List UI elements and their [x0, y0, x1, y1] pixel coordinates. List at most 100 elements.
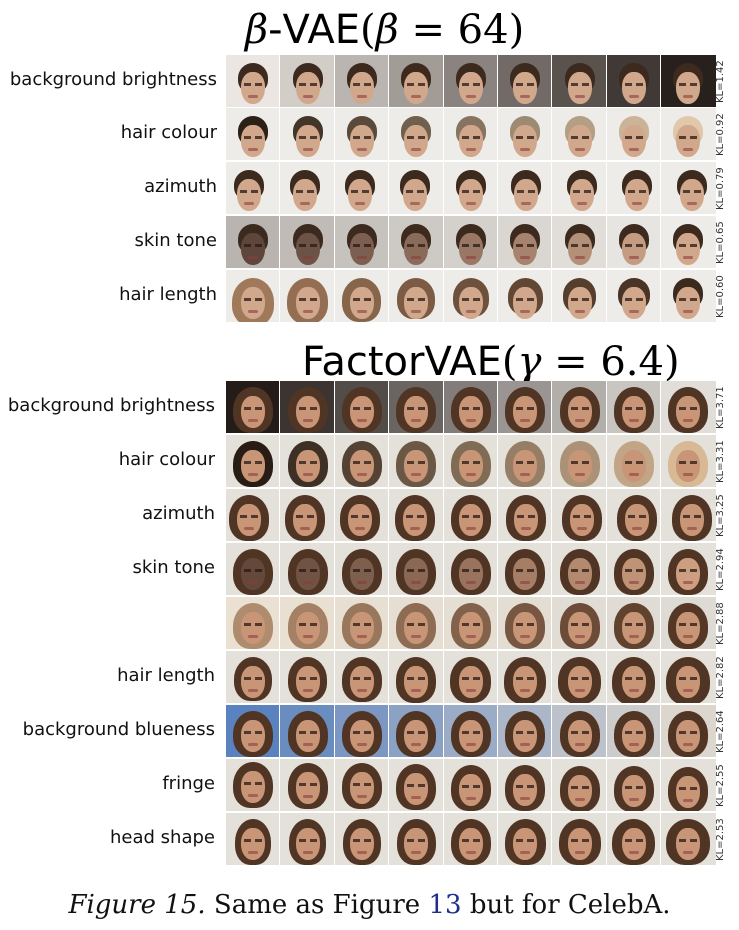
face-image: [606, 435, 662, 487]
face-shape: [241, 558, 266, 590]
mouth: [683, 310, 694, 313]
mouth: [248, 473, 259, 476]
eyes: [572, 190, 591, 193]
eyes: [298, 461, 317, 464]
face-image: [443, 543, 498, 595]
mouth: [631, 527, 642, 530]
face-shape: [241, 396, 266, 428]
face-image: [552, 435, 607, 487]
eyes: [679, 136, 698, 139]
face-image: [280, 435, 335, 487]
eyes: [570, 83, 589, 86]
mouth: [574, 743, 585, 746]
mouth: [465, 419, 476, 422]
mouth: [465, 473, 476, 476]
eyes: [516, 461, 535, 464]
image-strip: [226, 270, 716, 322]
mouth: [356, 95, 367, 98]
mouth: [302, 795, 313, 798]
face-shape: [295, 558, 320, 590]
face-shape: [404, 828, 429, 860]
eyes: [461, 677, 480, 680]
eyes: [516, 569, 535, 572]
face-image: [552, 543, 607, 595]
panel-title-factorvae: FactorVAE(γ = 6.4): [0, 338, 739, 385]
eyes: [298, 136, 317, 139]
caption-figure-ref[interactable]: 13: [428, 890, 462, 920]
face-image: [497, 759, 553, 811]
mouth: [411, 473, 422, 476]
face-shape: [567, 287, 592, 319]
mouth: [683, 256, 694, 259]
eyes: [407, 569, 426, 572]
eyes: [516, 407, 535, 410]
mouth: [465, 743, 476, 746]
mouth: [302, 689, 313, 692]
image-strip: [226, 489, 716, 541]
mouth: [410, 202, 421, 205]
eyes: [461, 623, 480, 626]
eyes: [461, 83, 480, 86]
face-shape: [676, 612, 701, 644]
face-shape: [621, 287, 646, 319]
face-image: [497, 489, 553, 541]
face-image: [497, 55, 553, 107]
mouth: [302, 310, 313, 313]
face-image: [226, 435, 281, 487]
eyes: [624, 298, 643, 301]
face-shape: [295, 772, 320, 804]
face-image: [497, 381, 553, 433]
eyes: [244, 839, 263, 842]
face-image: [443, 489, 498, 541]
mouth: [411, 310, 422, 313]
eyes: [352, 783, 371, 786]
face-image: [552, 651, 607, 703]
eyes: [407, 407, 426, 410]
mouth: [411, 851, 422, 854]
face-shape: [676, 828, 701, 860]
face-image: [661, 651, 716, 703]
face-image: [552, 216, 607, 268]
face-image: [661, 705, 716, 757]
face-image: [606, 270, 662, 322]
eyes: [244, 83, 263, 86]
face-shape: [349, 233, 374, 265]
eyes: [244, 623, 263, 626]
title-beta-symbol: β: [245, 7, 269, 53]
face-shape: [458, 612, 483, 644]
mouth: [302, 851, 313, 854]
face-image: [334, 216, 390, 268]
mouth: [356, 795, 367, 798]
eyes: [352, 623, 371, 626]
face-image: [280, 489, 335, 541]
traversal-row: hair colour KL=3.31: [0, 435, 739, 487]
eyes: [240, 515, 259, 518]
face-shape: [567, 125, 592, 157]
mouth: [465, 689, 476, 692]
eyes: [679, 298, 698, 301]
kl-value: KL=2.82: [715, 656, 726, 699]
mouth: [520, 797, 531, 800]
image-strip: [226, 162, 716, 214]
eyes: [679, 461, 698, 464]
mouth: [683, 689, 694, 692]
face-shape: [349, 396, 374, 428]
face-shape: [458, 287, 483, 319]
face-shape: [292, 504, 317, 536]
face-image: [389, 813, 444, 865]
face-shape: [513, 774, 538, 806]
face-shape: [403, 504, 428, 536]
eyes: [352, 731, 371, 734]
mouth: [302, 473, 313, 476]
face-shape: [458, 233, 483, 265]
eyes: [570, 623, 589, 626]
face-shape: [621, 828, 646, 860]
eyes: [461, 244, 480, 247]
mouth: [683, 95, 694, 98]
face-image: [334, 597, 390, 649]
face-shape: [621, 775, 646, 807]
eyes: [298, 569, 317, 572]
mouth: [248, 148, 259, 151]
row-label: hair length: [117, 665, 215, 686]
face-image: [552, 597, 607, 649]
